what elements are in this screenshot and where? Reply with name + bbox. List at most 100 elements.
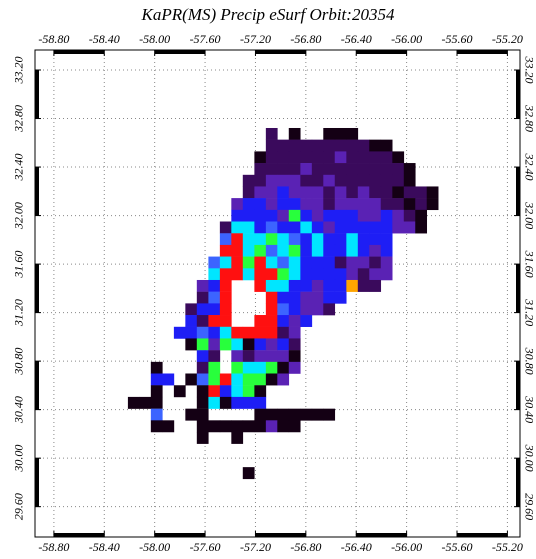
y-tick-label: 31.20 — [12, 299, 26, 327]
cell — [346, 268, 358, 280]
cell — [266, 198, 278, 210]
cell — [243, 420, 255, 432]
cell — [300, 409, 312, 421]
cell — [300, 268, 312, 280]
cell — [300, 222, 312, 234]
cell — [358, 151, 370, 163]
cell — [266, 373, 278, 385]
cell — [289, 245, 301, 257]
cell — [335, 186, 347, 198]
cell — [323, 245, 335, 257]
cell — [266, 210, 278, 222]
cell — [415, 186, 427, 198]
cell — [266, 128, 278, 140]
cell — [254, 409, 266, 421]
y-tick-label: 33.20 — [522, 56, 536, 84]
cell — [381, 245, 393, 257]
y-tick-label: 31.60 — [12, 251, 26, 279]
cell — [208, 292, 220, 304]
cell — [323, 303, 335, 315]
cell — [277, 175, 289, 187]
x-tick-label: -55.20 — [492, 540, 523, 554]
cell — [277, 373, 289, 385]
cell — [208, 350, 220, 362]
cell — [277, 327, 289, 339]
cell — [323, 268, 335, 280]
cell — [289, 175, 301, 187]
cell — [231, 233, 243, 245]
cell — [208, 397, 220, 409]
cell — [381, 186, 393, 198]
cell — [346, 128, 358, 140]
cell — [254, 327, 266, 339]
cell — [254, 338, 266, 350]
cell — [323, 140, 335, 152]
cell — [358, 233, 370, 245]
y-tick-label: 32.00 — [522, 201, 536, 229]
cell — [300, 186, 312, 198]
cell — [208, 257, 220, 269]
cell — [254, 151, 266, 163]
cell — [369, 186, 381, 198]
cell — [266, 186, 278, 198]
cell — [392, 151, 404, 163]
cell — [335, 198, 347, 210]
cell — [254, 245, 266, 257]
cell — [220, 315, 232, 327]
cell — [300, 257, 312, 269]
cell — [254, 175, 266, 187]
y-tick-label: 31.20 — [522, 298, 536, 326]
cell — [231, 432, 243, 444]
cell — [254, 233, 266, 245]
cell — [220, 292, 232, 304]
cell — [174, 327, 186, 339]
cell — [197, 397, 209, 409]
cell — [415, 210, 427, 222]
cell — [266, 175, 278, 187]
cell — [231, 327, 243, 339]
y-tick-label: 32.40 — [12, 154, 26, 182]
cell — [220, 303, 232, 315]
cell — [185, 303, 197, 315]
cell — [277, 140, 289, 152]
cell — [277, 350, 289, 362]
x-tick-label: -57.60 — [190, 32, 221, 46]
cell — [415, 198, 427, 210]
cell — [300, 198, 312, 210]
cell — [358, 257, 370, 269]
y-tick-label: 32.00 — [12, 202, 26, 230]
x-tick-label: -58.40 — [89, 540, 120, 554]
cell — [323, 128, 335, 140]
y-tick-label: 30.80 — [522, 347, 536, 375]
cell — [346, 233, 358, 245]
cell — [254, 268, 266, 280]
cell — [335, 128, 347, 140]
cell — [358, 222, 370, 234]
cell — [392, 198, 404, 210]
cell — [369, 175, 381, 187]
cell — [220, 280, 232, 292]
cell — [323, 210, 335, 222]
cell — [358, 210, 370, 222]
cell — [151, 409, 163, 421]
cell — [277, 268, 289, 280]
cell — [185, 338, 197, 350]
cell — [300, 151, 312, 163]
cell — [220, 385, 232, 397]
cell — [151, 420, 163, 432]
cell — [369, 222, 381, 234]
cell — [335, 151, 347, 163]
cell — [369, 151, 381, 163]
cell — [220, 222, 232, 234]
cell — [323, 175, 335, 187]
cell — [243, 175, 255, 187]
cell — [323, 409, 335, 421]
cell — [277, 362, 289, 374]
cell — [231, 350, 243, 362]
cell — [404, 210, 416, 222]
cell — [300, 233, 312, 245]
cell — [243, 350, 255, 362]
cell — [323, 280, 335, 292]
cell — [197, 373, 209, 385]
cell — [128, 397, 140, 409]
